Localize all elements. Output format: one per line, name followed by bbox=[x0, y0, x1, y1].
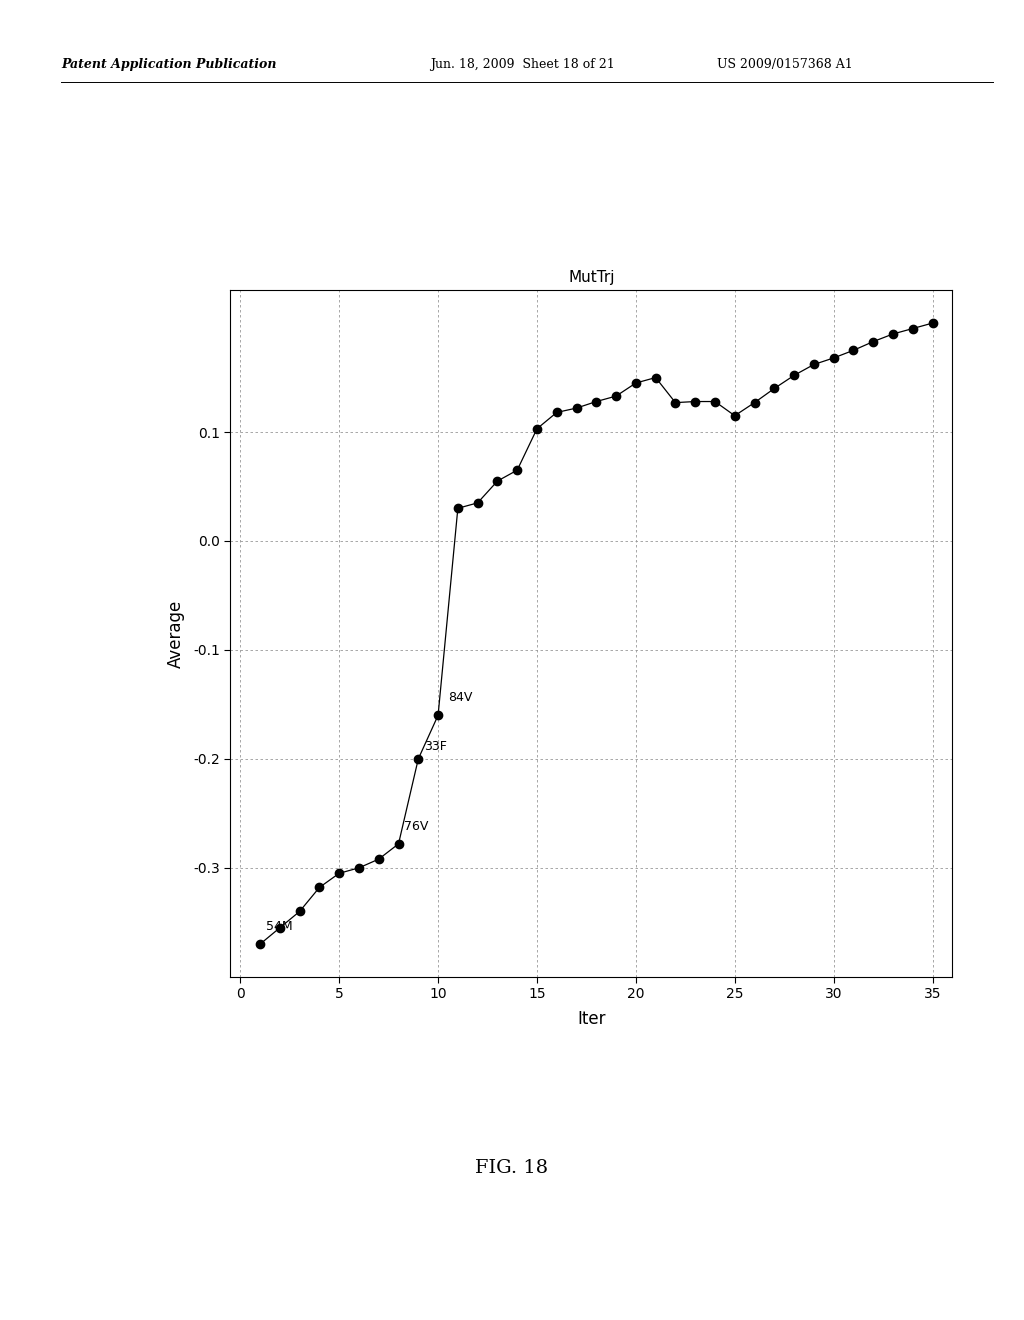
Text: Patent Application Publication: Patent Application Publication bbox=[61, 58, 276, 71]
Text: US 2009/0157368 A1: US 2009/0157368 A1 bbox=[717, 58, 853, 71]
Text: FIG. 18: FIG. 18 bbox=[475, 1159, 549, 1177]
Text: 54M: 54M bbox=[266, 920, 293, 933]
Text: 84V: 84V bbox=[447, 692, 472, 705]
Text: Jun. 18, 2009  Sheet 18 of 21: Jun. 18, 2009 Sheet 18 of 21 bbox=[430, 58, 614, 71]
Title: MutTrj: MutTrj bbox=[568, 271, 614, 285]
Text: 33F: 33F bbox=[424, 741, 447, 754]
Text: 76V: 76V bbox=[404, 820, 429, 833]
X-axis label: Iter: Iter bbox=[578, 1010, 605, 1027]
Y-axis label: Average: Average bbox=[167, 599, 184, 668]
